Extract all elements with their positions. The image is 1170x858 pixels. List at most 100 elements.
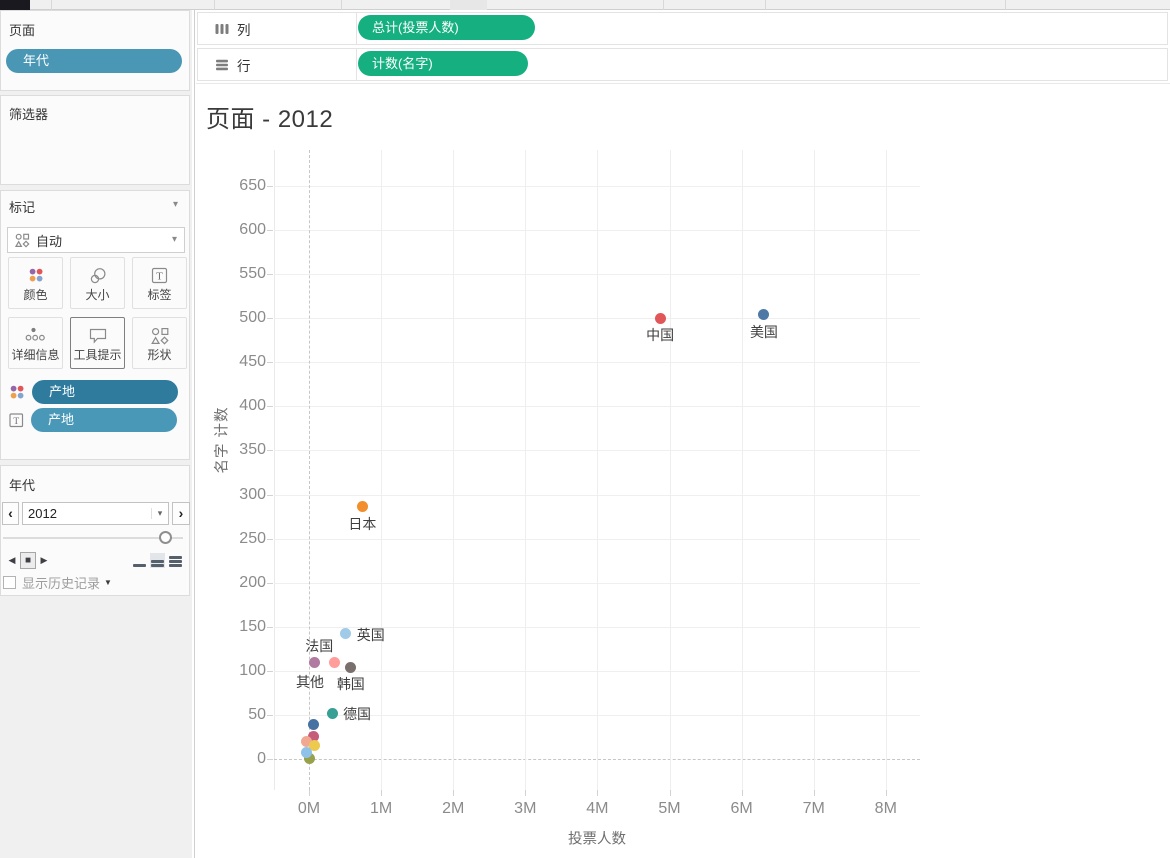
rows-pill-count-names[interactable]: 计数(名字)	[358, 51, 528, 76]
gridline-horizontal	[274, 362, 920, 364]
speed-medium-button[interactable]	[150, 553, 165, 568]
marks-pill-origin-color[interactable]: 产地	[32, 380, 178, 404]
page-control-card: 年代 ‹ 2012 ▾ › ◀ ■ ▶	[0, 465, 190, 596]
columns-icon	[215, 23, 229, 35]
x-tick-label: 0M	[297, 800, 321, 817]
speed-fast-button[interactable]	[168, 553, 183, 568]
mark-button-detail[interactable]: 详细信息	[8, 317, 63, 369]
stop-button[interactable]: ■	[20, 552, 36, 569]
y-tick-mark	[267, 538, 273, 540]
data-point[interactable]	[303, 752, 315, 764]
mark-button-size[interactable]: 大小	[70, 257, 125, 309]
y-tick-label: 500	[239, 309, 266, 327]
x-tick-label: 3M	[514, 800, 537, 817]
mark-button-label[interactable]: T 标签	[132, 257, 187, 309]
data-point-美国[interactable]	[758, 309, 770, 321]
data-point-德国[interactable]	[326, 707, 338, 719]
data-point-label: 韩国	[336, 676, 365, 693]
mark-button-label: 标签	[147, 288, 172, 302]
mark-type-dropdown[interactable]: 自动 ▾	[7, 227, 185, 253]
x-axis-title: 投票人数	[568, 831, 626, 848]
gridline-horizontal	[274, 230, 920, 232]
data-point-英国[interactable]	[340, 628, 352, 640]
sheet-title: 页面 - 2012	[206, 106, 334, 133]
gridline-horizontal	[274, 186, 920, 188]
mark-type-value: 自动	[36, 233, 63, 249]
size-icon	[71, 267, 124, 285]
marks-pill-origin-label[interactable]: 产地	[31, 408, 177, 432]
next-page-button[interactable]: ›	[172, 502, 190, 525]
data-point-label: 英国	[356, 626, 385, 643]
play-forward-button[interactable]: ▶	[40, 555, 48, 565]
gridline-vertical	[741, 150, 743, 790]
gridline-vertical	[885, 150, 887, 790]
gridline-horizontal	[274, 538, 920, 540]
svg-text:T: T	[156, 271, 163, 283]
data-point-韩国[interactable]	[345, 661, 357, 673]
data-point[interactable]	[307, 719, 319, 731]
chevron-down-icon[interactable]: ▾	[151, 508, 168, 519]
pages-pill[interactable]: 年代	[6, 49, 182, 73]
page-slider-track[interactable]	[3, 537, 183, 539]
rows-shelf[interactable]: 行	[197, 48, 1168, 81]
mark-button-label: 工具提示	[73, 348, 122, 362]
previous-page-button[interactable]: ‹	[2, 502, 19, 525]
data-point-日本[interactable]	[356, 501, 368, 513]
play-backward-button[interactable]: ◀	[8, 555, 16, 565]
mark-button-color[interactable]: 颜色	[8, 257, 63, 309]
rows-shelf-label: 行	[237, 58, 251, 74]
shelf-divider	[356, 49, 357, 80]
marks-collapse-caret-icon[interactable]: ▾	[173, 199, 179, 210]
toolbar-divider	[341, 0, 342, 10]
y-tick-label: 50	[248, 705, 266, 723]
show-history-checkbox[interactable]	[3, 576, 16, 589]
gridline-horizontal	[274, 450, 920, 452]
toolbar-button-fragment	[450, 0, 487, 10]
y-tick-mark	[267, 274, 273, 276]
speed-slow-button[interactable]	[132, 553, 147, 568]
y-tick-mark	[267, 626, 273, 628]
columns-shelf[interactable]: 列	[197, 12, 1168, 45]
color-icon	[9, 384, 25, 400]
page-value: 2012	[28, 506, 57, 521]
data-point-其他[interactable]	[308, 657, 320, 669]
columns-shelf-label: 列	[237, 22, 251, 38]
pages-shelf-card: 页面 年代	[0, 10, 190, 91]
data-point-label: 中国	[646, 327, 675, 344]
mark-button-tooltip[interactable]: 工具提示	[70, 317, 125, 369]
y-tick-label: 400	[239, 397, 266, 415]
y-tick-label: 250	[239, 529, 266, 547]
mark-pill-row-label: T 产地	[9, 408, 177, 432]
mark-button-label: 详细信息	[11, 348, 60, 362]
tooltip-icon	[71, 327, 124, 344]
data-point-中国[interactable]	[654, 312, 666, 324]
y-tick-label: 200	[239, 573, 266, 591]
y-tick-label: 150	[239, 617, 266, 635]
y-tick-label: 600	[239, 221, 266, 239]
data-point[interactable]	[309, 740, 321, 752]
gridline-horizontal	[274, 318, 920, 320]
gridline-vertical	[453, 150, 455, 790]
data-point[interactable]	[301, 747, 313, 759]
x-tick-mark	[813, 790, 815, 796]
page-value-combobox[interactable]: 2012 ▾	[22, 502, 169, 525]
y-tick-mark	[267, 582, 273, 584]
x-tick-mark	[669, 790, 671, 796]
y-tick-mark	[267, 318, 273, 320]
data-point-法国[interactable]	[328, 657, 340, 669]
gridline-vertical	[813, 150, 815, 790]
data-point[interactable]	[307, 730, 319, 742]
toolbar-divider	[214, 0, 215, 10]
mark-button-shape[interactable]: 形状	[132, 317, 187, 369]
y-tick-label: 450	[239, 353, 266, 371]
data-point-label: 德国	[343, 706, 372, 723]
y-tick-mark	[267, 406, 273, 408]
columns-pill-sum-votes[interactable]: 总计(投票人数)	[358, 15, 535, 40]
x-tick-mark	[453, 790, 455, 796]
svg-text:T: T	[13, 417, 19, 427]
data-point[interactable]	[301, 735, 313, 747]
filters-shelf-title: 筛选器	[9, 107, 49, 122]
page-slider-handle[interactable]	[159, 531, 172, 544]
mark-button-label: 颜色	[23, 288, 48, 302]
history-caret-icon[interactable]: ▼	[104, 578, 112, 587]
